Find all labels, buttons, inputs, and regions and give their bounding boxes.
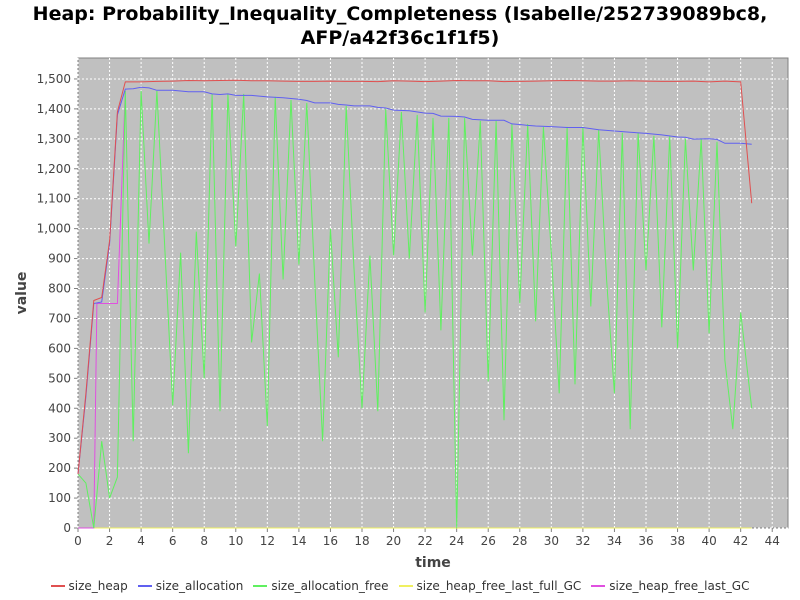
x-tick-label: 40 <box>701 534 716 548</box>
x-tick-label: 38 <box>670 534 685 548</box>
chart-title: Heap: Probability_Inequality_Completenes… <box>0 2 800 50</box>
y-tick-label: 1,300 <box>37 132 71 146</box>
x-tick-label: 18 <box>354 534 369 548</box>
y-tick-label: 1,200 <box>37 162 71 176</box>
y-tick-label: 600 <box>48 341 71 355</box>
x-tick-label: 32 <box>575 534 590 548</box>
y-tick-label: 300 <box>48 431 71 445</box>
x-tick-label: 30 <box>544 534 559 548</box>
x-tick-label: 10 <box>228 534 243 548</box>
y-tick-label: 1,500 <box>37 72 71 86</box>
legend-item-size_allocation_free: size_allocation_free <box>253 579 389 593</box>
legend-label: size_allocation <box>155 579 244 593</box>
x-tick-label: 44 <box>765 534 780 548</box>
series-line-size_heap <box>77 79 753 475</box>
legend-label: size_heap <box>68 579 128 593</box>
series-line-size_heap_free_last_GC <box>78 90 126 529</box>
x-tick-label: 14 <box>291 534 306 548</box>
legend-item-size_heap_free_last_GC: size_heap_free_last_GC <box>591 579 749 593</box>
legend-item-size_allocation: size_allocation <box>137 579 244 593</box>
y-axis-label: value <box>14 272 30 315</box>
x-tick-label: 26 <box>481 534 496 548</box>
y-tick-label: 500 <box>48 371 71 385</box>
y-tick-label: 0 <box>63 521 71 535</box>
x-tick-label: 4 <box>137 534 145 548</box>
legend-swatch <box>253 584 268 587</box>
x-tick-label: 36 <box>638 534 653 548</box>
legend-swatch <box>591 584 606 587</box>
legend-item-size_heap: size_heap <box>50 579 128 593</box>
x-tick-label: 42 <box>733 534 748 548</box>
x-tick-label: 22 <box>417 534 432 548</box>
y-tick-label: 400 <box>48 401 71 415</box>
y-tick-label: 700 <box>48 311 71 325</box>
chart-title-line-2: AFP/a42f36c1f1f5) <box>300 27 500 49</box>
x-tick-label: 20 <box>386 534 401 548</box>
y-tick-label: 100 <box>48 491 71 505</box>
legend-swatch <box>398 584 413 587</box>
legend-label: size_heap_free_last_full_GC <box>416 579 582 593</box>
chart-legend: size_heap size_allocation size_allocation_… <box>0 579 800 593</box>
y-tick-label: 200 <box>48 461 71 475</box>
legend-item-size_heap_free_last_full_GC: size_heap_free_last_full_GC <box>398 579 582 593</box>
y-tick-label: 1,100 <box>37 192 71 206</box>
y-tick-label: 900 <box>48 252 71 266</box>
legend-swatch <box>137 584 152 587</box>
y-tick-label: 1,000 <box>37 222 71 236</box>
x-tick-label: 12 <box>260 534 275 548</box>
chart-title-line-1: Heap: Probability_Inequality_Completenes… <box>32 3 768 25</box>
series-line-size_allocation <box>77 86 752 475</box>
x-tick-label: 16 <box>323 534 338 548</box>
x-tick-label: 28 <box>512 534 527 548</box>
y-tick-label: 800 <box>48 282 71 296</box>
legend-label: size_allocation_free <box>271 579 389 593</box>
legend-swatch <box>50 584 65 587</box>
x-axis-label: time <box>415 555 451 571</box>
x-tick-label: 0 <box>74 534 82 548</box>
legend-label: size_heap_free_last_GC <box>609 579 750 593</box>
x-tick-label: 8 <box>200 534 208 548</box>
x-tick-label: 24 <box>449 534 464 548</box>
x-tick-label: 34 <box>607 534 622 548</box>
x-tick-label: 6 <box>169 534 177 548</box>
y-tick-label: 1,400 <box>37 102 71 116</box>
x-tick-label: 2 <box>106 534 114 548</box>
